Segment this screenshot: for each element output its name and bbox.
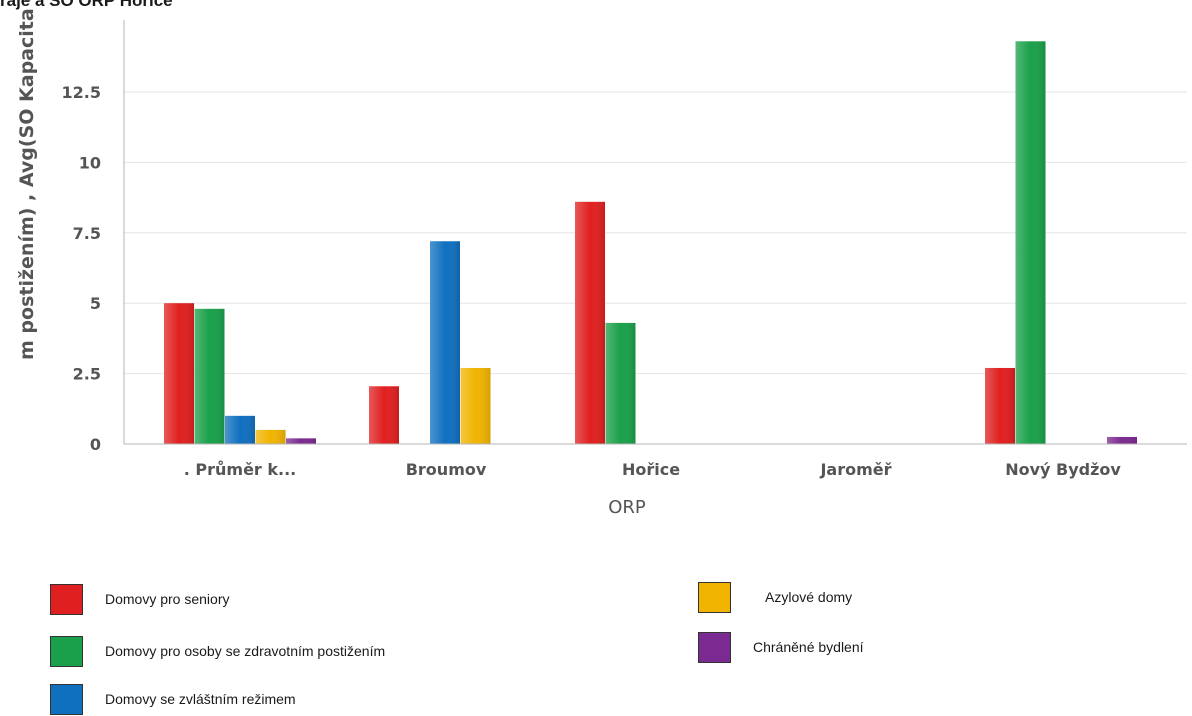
bar-shade bbox=[985, 367, 1015, 444]
x-tick-labels: . Průměr k... Broumov Hořice Jaroměř Nový By… bbox=[184, 460, 1122, 479]
legend-label: Domovy pro osoby se zdravotním postižení… bbox=[105, 643, 386, 659]
legend-swatch bbox=[50, 636, 83, 667]
legend-label: Chráněné bydlení bbox=[753, 639, 864, 655]
x-tick-label: . Průměr k... bbox=[184, 460, 297, 479]
legend-swatch bbox=[698, 582, 731, 613]
y-tick-label: 10 bbox=[79, 153, 101, 172]
bar-chart: 0 2.5 5 7.5 10 12.5 . Průměr k... Broumov Hořic… bbox=[16, 0, 1187, 518]
bar-shade bbox=[194, 308, 225, 444]
bar-shade bbox=[225, 415, 255, 444]
legend-label: Domovy se zvláštním režimem bbox=[105, 691, 296, 707]
x-tick-label: Jaroměř bbox=[819, 460, 891, 479]
y-tick-label: 5 bbox=[90, 294, 101, 313]
legend-swatch bbox=[50, 684, 83, 715]
y-axis-title: m postižením) , Avg(SO Kapacita domov bbox=[16, 0, 38, 360]
bars bbox=[164, 41, 1137, 444]
legend-swatch bbox=[698, 632, 731, 663]
bar-shade bbox=[369, 386, 399, 444]
axes bbox=[123, 20, 1187, 445]
y-tick-label: 12.5 bbox=[62, 83, 101, 102]
bar-shade bbox=[605, 322, 636, 444]
x-tick-label: Nový Bydžov bbox=[1005, 460, 1121, 479]
bar-shade bbox=[1107, 436, 1137, 444]
x-tick-label: Hořice bbox=[622, 460, 680, 479]
bar-shade bbox=[1015, 41, 1046, 444]
legend-swatch bbox=[50, 584, 83, 615]
bar-shade bbox=[164, 303, 194, 444]
y-tick-label: 0 bbox=[90, 435, 101, 454]
legend-label: Domovy pro seniory bbox=[105, 591, 230, 607]
legend-label: Azylové domy bbox=[765, 589, 853, 605]
x-tick-label: Broumov bbox=[406, 460, 487, 479]
y-tick-labels: 0 2.5 5 7.5 10 12.5 bbox=[62, 83, 101, 454]
x-axis-title: ORP bbox=[608, 497, 646, 518]
bar-shade bbox=[460, 367, 491, 444]
y-tick-label: 2.5 bbox=[73, 365, 101, 384]
bar-shade bbox=[255, 429, 286, 444]
bar-shade bbox=[575, 201, 605, 444]
bar-shade bbox=[286, 438, 316, 444]
chart-title: raje a SO ORP Hořice bbox=[0, 0, 173, 10]
bar-shade bbox=[430, 241, 460, 444]
y-tick-label: 7.5 bbox=[73, 224, 101, 243]
